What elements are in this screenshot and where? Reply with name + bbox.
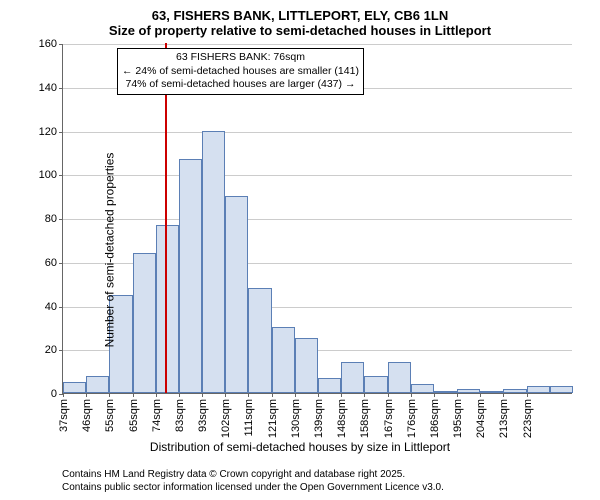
x-tick-mark xyxy=(109,393,110,397)
histogram-bar xyxy=(503,389,526,393)
x-tick-mark xyxy=(225,393,226,397)
x-tick-mark xyxy=(156,393,157,397)
x-tick-label: 176sqm xyxy=(406,399,418,438)
annotation-line: 74% of semi-detached houses are larger (… xyxy=(122,78,359,92)
histogram-bar xyxy=(341,362,364,393)
x-tick-label: 167sqm xyxy=(383,399,395,438)
histogram-bar xyxy=(179,159,202,393)
x-tick-mark xyxy=(179,393,180,397)
annotation-box: 63 FISHERS BANK: 76sqm← 24% of semi-deta… xyxy=(117,48,364,95)
property-marker-line xyxy=(165,43,167,393)
histogram-bar xyxy=(434,391,457,393)
chart-plot-area: 02040608010012014016037sqm46sqm55sqm65sq… xyxy=(62,44,572,394)
histogram-bar xyxy=(86,376,109,394)
chart-title-sub: Size of property relative to semi-detach… xyxy=(0,23,600,42)
x-tick-mark xyxy=(434,393,435,397)
chart-title-main: 63, FISHERS BANK, LITTLEPORT, ELY, CB6 1… xyxy=(0,0,600,23)
y-tick-label: 140 xyxy=(39,82,63,94)
x-tick-label: 223sqm xyxy=(522,399,534,438)
x-tick-label: 148sqm xyxy=(336,399,348,438)
annotation-line: ← 24% of semi-detached houses are smalle… xyxy=(122,65,359,79)
histogram-bar xyxy=(527,386,550,393)
footer-attribution: Contains HM Land Registry data © Crown c… xyxy=(62,468,444,494)
grid-line xyxy=(63,175,572,176)
x-tick-mark xyxy=(364,393,365,397)
x-tick-label: 74sqm xyxy=(151,399,163,432)
x-tick-mark xyxy=(341,393,342,397)
x-tick-mark xyxy=(133,393,134,397)
grid-line xyxy=(63,44,572,45)
x-tick-label: 121sqm xyxy=(267,399,279,438)
x-tick-label: 65sqm xyxy=(128,399,140,432)
x-axis-label: Distribution of semi-detached houses by … xyxy=(0,440,600,454)
x-tick-mark xyxy=(503,393,504,397)
histogram-bar xyxy=(133,253,156,393)
histogram-bar xyxy=(364,376,387,394)
x-tick-label: 83sqm xyxy=(174,399,186,432)
x-tick-label: 46sqm xyxy=(81,399,93,432)
x-tick-mark xyxy=(411,393,412,397)
histogram-bar xyxy=(225,196,248,393)
histogram-bar xyxy=(272,327,295,393)
histogram-bar xyxy=(202,131,225,394)
x-tick-label: 93sqm xyxy=(197,399,209,432)
x-tick-label: 213sqm xyxy=(498,399,510,438)
x-tick-mark xyxy=(527,393,528,397)
x-tick-mark xyxy=(480,393,481,397)
histogram-bar xyxy=(550,386,573,393)
x-tick-label: 195sqm xyxy=(452,399,464,438)
x-tick-label: 158sqm xyxy=(359,399,371,438)
y-tick-label: 40 xyxy=(45,301,63,313)
x-tick-mark xyxy=(388,393,389,397)
x-tick-mark xyxy=(202,393,203,397)
x-tick-label: 102sqm xyxy=(220,399,232,438)
x-tick-mark xyxy=(63,393,64,397)
x-tick-label: 130sqm xyxy=(290,399,302,438)
footer-line-2: Contains public sector information licen… xyxy=(62,481,444,494)
x-tick-mark xyxy=(272,393,273,397)
y-tick-label: 20 xyxy=(45,344,63,356)
histogram-bar xyxy=(480,391,503,393)
y-tick-label: 100 xyxy=(39,169,63,181)
x-tick-mark xyxy=(318,393,319,397)
histogram-bar xyxy=(295,338,318,393)
x-tick-mark xyxy=(457,393,458,397)
x-tick-label: 55sqm xyxy=(104,399,116,432)
x-tick-label: 139sqm xyxy=(313,399,325,438)
histogram-bar xyxy=(248,288,271,393)
histogram-bar xyxy=(411,384,434,393)
histogram-bar xyxy=(156,225,179,393)
footer-line-1: Contains HM Land Registry data © Crown c… xyxy=(62,468,444,481)
x-tick-mark xyxy=(248,393,249,397)
x-tick-label: 37sqm xyxy=(58,399,70,432)
y-tick-label: 160 xyxy=(39,38,63,50)
x-tick-label: 186sqm xyxy=(429,399,441,438)
x-tick-mark xyxy=(295,393,296,397)
x-tick-label: 204sqm xyxy=(475,399,487,438)
grid-line xyxy=(63,132,572,133)
histogram-bar xyxy=(63,382,86,393)
y-axis-label: Number of semi-detached properties xyxy=(102,153,116,348)
histogram-bar xyxy=(318,378,341,393)
grid-line xyxy=(63,219,572,220)
y-tick-label: 120 xyxy=(39,126,63,138)
histogram-bar xyxy=(388,362,411,393)
y-tick-label: 60 xyxy=(45,257,63,269)
annotation-line: 63 FISHERS BANK: 76sqm xyxy=(122,51,359,65)
y-tick-label: 80 xyxy=(45,213,63,225)
histogram-bar xyxy=(457,389,480,393)
x-tick-mark xyxy=(86,393,87,397)
x-tick-label: 111sqm xyxy=(243,399,255,437)
